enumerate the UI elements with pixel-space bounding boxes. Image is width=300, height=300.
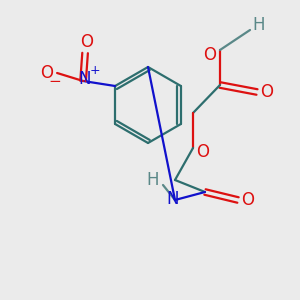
Text: +: +: [90, 64, 101, 76]
Text: N: N: [79, 70, 91, 88]
Text: O: O: [260, 83, 274, 101]
Text: O: O: [196, 143, 209, 161]
Text: H: H: [147, 171, 159, 189]
Text: O: O: [203, 46, 217, 64]
Text: N: N: [167, 190, 179, 208]
Text: O: O: [81, 33, 94, 51]
Text: −: −: [49, 74, 62, 89]
Text: H: H: [253, 16, 265, 34]
Text: O: O: [40, 64, 54, 82]
Text: O: O: [242, 191, 254, 209]
